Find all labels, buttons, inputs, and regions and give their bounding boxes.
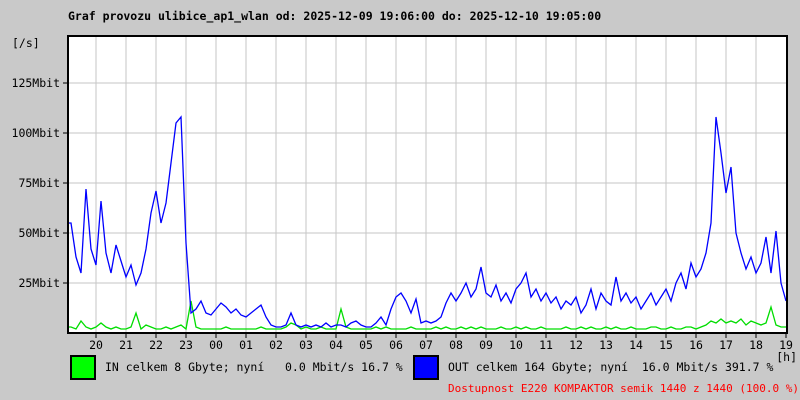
y-tick-label: 125Mbit xyxy=(11,76,60,90)
y-tick-label: 50Mbit xyxy=(18,226,60,240)
x-hour-label: 15 xyxy=(659,338,673,352)
x-hour-label: 01 xyxy=(239,338,253,352)
x-hour-label: 14 xyxy=(629,338,643,352)
in-series-line xyxy=(69,300,786,331)
x-hour-label: 12 xyxy=(569,338,583,352)
y-tick-label: 100Mbit xyxy=(11,126,60,140)
x-hour-label: 10 xyxy=(509,338,523,352)
x-hour-label: 00 xyxy=(209,338,223,352)
legend-out-swatch xyxy=(413,355,439,380)
x-hour-label: 17 xyxy=(719,338,733,352)
x-hour-label: 13 xyxy=(599,338,613,352)
plot-area xyxy=(63,35,788,338)
out-series-line xyxy=(69,115,787,328)
x-hour-label: 02 xyxy=(269,338,283,352)
y-tick-label: 25Mbit xyxy=(18,276,60,290)
legend-out-label: OUT celkem 164 Gbyte; nyní 16.0 Mbit/s 3… xyxy=(448,360,774,374)
x-hour-label: 23 xyxy=(179,338,193,352)
x-hour-label: 06 xyxy=(389,338,403,352)
x-hour-label: 22 xyxy=(149,338,163,352)
x-hour-label: 20 xyxy=(89,338,103,352)
y-axis-unit-label: [/s] xyxy=(12,36,40,50)
page-title: Graf provozu ulibice_ap1_wlan od: 2025-1… xyxy=(68,9,602,23)
x-axis-unit-label: [h] xyxy=(776,350,797,364)
x-hour-label: 09 xyxy=(479,338,493,352)
x-hour-label: 18 xyxy=(749,338,763,352)
x-hour-label: 19 xyxy=(779,338,793,352)
legend-in-swatch xyxy=(70,355,96,380)
x-hour-label: 11 xyxy=(539,338,553,352)
x-hour-label: 04 xyxy=(329,338,343,352)
x-hour-label: 07 xyxy=(419,338,433,352)
x-hour-label: 08 xyxy=(449,338,463,352)
x-hour-label: 16 xyxy=(689,338,703,352)
availability-text: Dostupnost E220 KOMPAKTOR semik 1440 z 1… xyxy=(448,382,799,395)
x-hour-label: 03 xyxy=(299,338,313,352)
x-hour-label: 21 xyxy=(119,338,133,352)
legend-in-label: IN celkem 8 Gbyte; nyní 0.0 Mbit/s 16.7 … xyxy=(105,360,403,374)
y-tick-label: 75Mbit xyxy=(18,176,60,190)
x-hour-label: 05 xyxy=(359,338,373,352)
